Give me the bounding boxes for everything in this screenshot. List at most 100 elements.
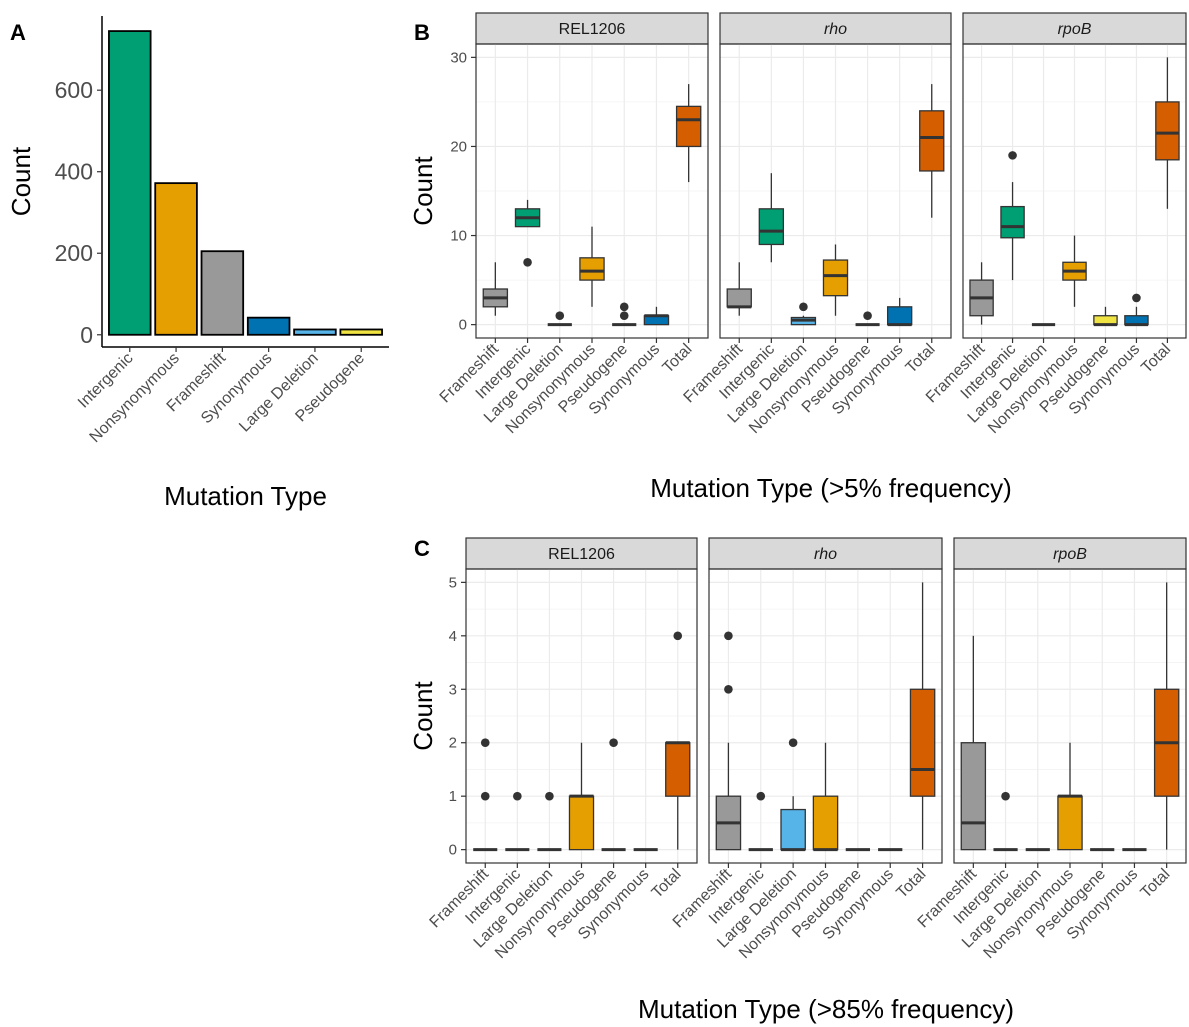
box-body [665,742,691,797]
y-tick-label: 10 [450,228,467,245]
box-frameshift [715,631,742,851]
box-body [822,259,849,297]
facet-strip [962,12,1187,45]
box-body [1057,795,1083,851]
box-frameshift [969,262,994,325]
panel-c-x-axis-title: Mutation Type (>85% frequency) [638,994,1014,1024]
bar-large-deletion [293,328,337,336]
bar-nonsynonymous [154,182,198,336]
box-outlier-point [480,738,490,748]
y-tick-label: 4 [449,628,457,645]
box-outlier-point [513,791,522,801]
y-tick-label: 5 [449,574,457,591]
box-body [960,742,987,851]
y-tick-label: 3 [449,681,457,698]
box-intergenic [993,791,1018,852]
x-tick-label-total: Total [893,866,929,902]
box-nonsynonymous [812,742,839,852]
facet-strip-label: rho [814,546,837,563]
box-outlier-point [480,791,490,801]
box-intergenic [514,199,541,267]
bar-pseudogene [339,328,383,336]
box-nonsynonymous [822,244,849,316]
box-outlier-point [863,311,872,321]
y-tick-label: 0 [449,842,457,859]
y-tick-label: 0 [459,317,467,334]
box-frameshift [726,262,752,316]
box-body [1000,205,1025,239]
box-nonsynonymous [568,742,595,851]
x-tick-label-total: Total [1138,866,1174,902]
box-outlier-point [619,302,629,312]
x-tick-label-total: Total [903,341,939,377]
box-body [726,288,752,308]
box-outlier-point [545,791,554,801]
box-total [1155,57,1180,209]
box-outlier-point [756,791,766,801]
box-nonsynonymous [1057,742,1083,851]
box-pseudogene [1093,306,1118,327]
box-large-deletion [780,738,806,852]
panel-a-y-axis-title: Count [6,146,36,216]
bar-frameshift [200,250,245,336]
box-body [812,795,839,851]
facet-strip [953,537,1187,570]
box-intergenic [1000,151,1025,281]
box-large-deletion [547,311,572,327]
box-nonsynonymous [579,226,605,307]
box-large-deletion [790,302,817,326]
box-outlier-point [523,257,532,267]
panel-label-c: C [414,536,430,561]
box-outlier-point [555,311,565,321]
box-outlier-point [788,738,798,748]
box-body [909,688,936,797]
box-outlier-point [799,302,808,312]
box-body [780,808,806,851]
panel-b-x-axis-title: Mutation Type (>5% frequency) [650,473,1012,503]
box-outlier-point [609,738,618,748]
panel-a-x-axis-title: Mutation Type [164,481,327,511]
box-outlier-point [724,684,733,694]
facet-strip [465,537,698,570]
box-pseudogene [855,311,880,327]
box-frameshift [482,262,509,316]
box-intergenic [748,791,773,852]
box-outlier-point [1008,151,1017,160]
panel-b-y-axis-title: Count [408,156,438,226]
box-body [568,795,595,851]
box-body [886,306,913,326]
box-total [909,582,936,850]
box-body [919,110,945,172]
box-pseudogene [612,302,637,327]
box-pseudogene [601,738,626,852]
box-synonymous [886,297,913,327]
x-tick-label-total: Total [1138,341,1174,377]
panel-label-a: A [10,20,26,45]
box-body [758,208,785,246]
bar-synonymous [246,316,291,336]
y-tick-label: 20 [450,138,467,155]
y-tick-label: 2 [449,735,457,752]
box-synonymous [1124,293,1149,327]
facet-strip [475,12,709,45]
box-intergenic [505,791,530,852]
box-nonsynonymous [1062,235,1087,307]
y-tick-label: 1 [449,788,457,805]
panel-a-x-tick-label-large-deletion: Large Deletion [236,350,322,436]
x-tick-label-total: Total [649,866,685,902]
facet-strip [719,12,952,45]
panel-a-y-tick-label: 0 [80,322,93,348]
facet-strip-label: rpoB [1058,21,1092,38]
panel-c-y-axis-title: Count [408,681,438,751]
panel-a-y-tick-label: 600 [55,77,93,103]
panel-a-bar-chart: A0200400600IntergenicNonsynonymousFrames… [6,16,389,511]
facet-strip [708,537,943,570]
box-outlier-point [619,311,629,321]
box-body [675,105,702,148]
box-total [1153,582,1180,850]
box-body [579,257,605,281]
bar-intergenic [108,30,152,336]
